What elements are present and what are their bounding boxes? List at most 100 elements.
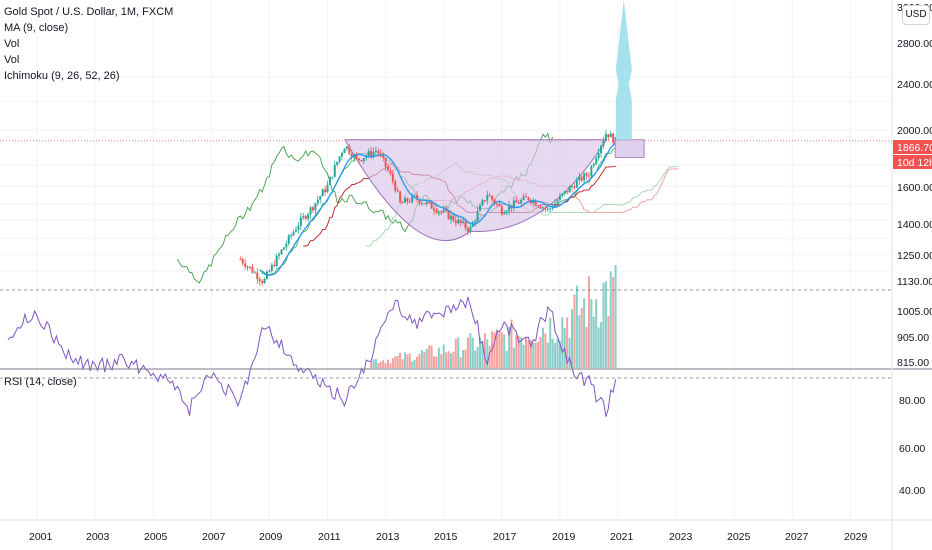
candle-body: [447, 210, 450, 220]
volume-bar: [479, 337, 482, 368]
volume-bar: [561, 317, 564, 368]
candle-body: [309, 207, 312, 215]
candle-body: [367, 150, 370, 156]
volume-bar: [566, 317, 569, 368]
candle-body: [433, 208, 436, 211]
volume-bar: [449, 353, 452, 368]
year-tick: 2025: [727, 531, 751, 543]
candle-body: [389, 170, 392, 174]
candle-body: [517, 202, 520, 204]
candle-body: [459, 219, 462, 224]
candle-body: [532, 200, 535, 203]
indicator-ma[interactable]: MA (9, close): [4, 22, 69, 34]
indicator-vol-2[interactable]: Vol: [4, 54, 20, 66]
volume-bar: [488, 346, 491, 368]
candle-body: [263, 278, 266, 284]
candle-body: [442, 209, 445, 212]
candle-body: [449, 215, 452, 220]
volume-bar: [493, 332, 496, 368]
volume-bar: [495, 329, 498, 368]
volume-bar: [583, 298, 586, 368]
volume-bar: [544, 333, 547, 368]
volume-bar: [411, 361, 414, 368]
year-tick: 2013: [376, 531, 400, 543]
volume-bar: [612, 277, 615, 368]
candle-body: [275, 255, 278, 267]
time-axis[interactable]: 2001 2003 2005 2007 2009 2011 2013 2015 …: [29, 531, 868, 543]
volume-bar: [486, 339, 489, 368]
rsi-axis[interactable]: 80.00 60.00 40.00: [899, 395, 925, 497]
price-tick: 2400.00: [897, 79, 932, 91]
candle-body: [578, 176, 581, 181]
volume-bar: [481, 340, 484, 368]
candle-body: [316, 199, 319, 204]
candle-body: [607, 134, 610, 138]
volume-bar: [498, 331, 501, 368]
candle-body: [556, 200, 559, 204]
candle-body: [370, 150, 373, 156]
candle-body: [353, 155, 356, 158]
price-tick: 1130.00: [897, 276, 932, 288]
volume-bar: [459, 357, 462, 368]
volume-bar: [408, 353, 411, 368]
year-tick: 2023: [669, 531, 693, 543]
candle-body: [525, 196, 528, 198]
candle-body: [493, 199, 496, 204]
candle-body: [612, 133, 615, 143]
ma-line: [259, 141, 617, 276]
candle-body: [270, 264, 273, 271]
candle-body: [580, 176, 583, 181]
indicator-ichimoku[interactable]: Ichimoku (9, 26, 52, 26): [4, 70, 120, 82]
volume-bar: [445, 352, 448, 368]
projection-box: [614, 139, 645, 158]
volume-bar: [541, 327, 544, 368]
year-tick: 2029: [844, 531, 868, 543]
candle-body: [336, 161, 339, 165]
candle-body: [244, 263, 247, 267]
candle-body: [384, 157, 387, 167]
volume-bar: [462, 350, 465, 368]
current-price-tag: [893, 140, 932, 154]
candle-body: [258, 279, 261, 282]
candle-body: [362, 158, 365, 162]
candle-body: [285, 243, 288, 248]
candle-body: [604, 134, 607, 141]
volume-bar: [435, 356, 438, 368]
rsi-title[interactable]: RSI (14, close): [4, 376, 77, 388]
candle-body: [585, 173, 588, 176]
price-tick: 815.00: [897, 357, 929, 369]
candle-body: [328, 177, 331, 185]
volume-bar: [420, 350, 423, 368]
symbol-title[interactable]: Gold Spot / U.S. Dollar, 1M, FXCM: [4, 6, 174, 18]
candle-body: [357, 158, 360, 161]
volume-bar: [370, 362, 373, 368]
volume-bar: [466, 337, 469, 368]
volume-bar: [517, 335, 520, 368]
price-tick: 1005.00: [897, 306, 932, 318]
indicator-vol[interactable]: Vol: [4, 38, 20, 50]
candle-body: [495, 203, 498, 205]
candle-body: [498, 204, 501, 207]
candle-body: [609, 133, 612, 138]
candle-body: [544, 207, 547, 209]
volume-bar: [416, 356, 419, 368]
candle-body: [479, 205, 482, 211]
candle-body: [345, 146, 348, 149]
candle-body: [292, 231, 295, 236]
volume-bar: [573, 294, 576, 368]
candle-body: [457, 219, 460, 224]
candle-body: [466, 228, 469, 232]
volume-bar: [389, 363, 392, 368]
currency-badge[interactable]: USD: [902, 5, 930, 25]
volume-bar: [537, 341, 540, 368]
candle-body: [399, 191, 402, 203]
rsi-band: [0, 289, 892, 379]
volume-bar: [522, 344, 525, 368]
candle-body: [280, 249, 283, 254]
arrow-shape: [615, 0, 632, 140]
volume-bar: [592, 316, 595, 368]
candle-body: [273, 264, 276, 267]
candle-body: [474, 220, 477, 223]
